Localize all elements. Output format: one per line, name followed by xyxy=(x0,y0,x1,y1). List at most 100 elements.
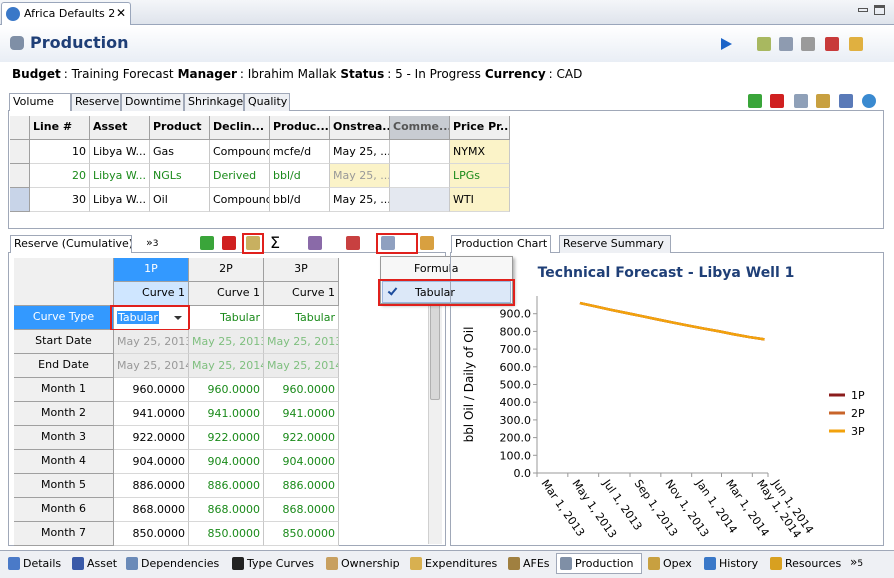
row-header-corner xyxy=(10,116,30,140)
y-tick-label: 300.0 xyxy=(500,414,532,427)
tab-overflow[interactable]: »3 xyxy=(146,236,159,249)
grid-cell: May 25, 2013 xyxy=(114,330,189,354)
run-button[interactable] xyxy=(721,38,732,50)
y-tick-label: 400.0 xyxy=(500,396,532,409)
delete-icon[interactable] xyxy=(770,94,784,108)
tool-icon[interactable] xyxy=(779,37,793,51)
bottom-tab[interactable]: Opex xyxy=(644,553,698,574)
tool-icon[interactable] xyxy=(839,94,853,108)
column-header: Product xyxy=(150,116,210,140)
bottom-tab[interactable]: AFEs xyxy=(504,553,554,574)
bottom-tab[interactable]: Dependencies xyxy=(122,553,226,574)
tool-icon[interactable] xyxy=(816,94,830,108)
table-cell: bbl/d xyxy=(270,164,330,188)
info-label: Manager xyxy=(177,67,237,81)
maximize[interactable] xyxy=(874,5,885,15)
bottom-tab[interactable]: Production xyxy=(556,553,642,574)
scroll-thumb[interactable] xyxy=(430,300,440,400)
tab[interactable]: Reserve xyxy=(71,93,121,111)
info-value: : CAD xyxy=(548,67,583,81)
dropdown-arrow xyxy=(174,316,182,320)
editor-tab-bar xyxy=(0,0,894,25)
tool-icon[interactable] xyxy=(381,236,395,250)
info-value: : 5 - In Progress xyxy=(387,67,481,81)
tab-icon xyxy=(6,7,20,21)
bottom-tab[interactable]: Expenditures xyxy=(406,553,502,574)
tab-icon xyxy=(770,557,782,570)
table-cell: Libya W... xyxy=(90,164,150,188)
curve-type-dropdown[interactable]: Tabular xyxy=(114,306,189,330)
grid-column-header: 3P xyxy=(264,258,339,282)
grid-cell: 960.0000 xyxy=(189,378,264,402)
bottom-tab[interactable]: History xyxy=(700,553,764,574)
info-value: : Ibrahim Mallak xyxy=(239,67,337,81)
grid-cell: May 25, 2014 xyxy=(189,354,264,378)
table-cell xyxy=(390,188,450,212)
grid-column-header: 2P xyxy=(189,258,264,282)
bottom-tab[interactable]: Resources xyxy=(766,553,846,574)
tab[interactable]: Downtime xyxy=(121,93,184,111)
highlight-box xyxy=(110,305,190,331)
column-header: Price Pr... xyxy=(450,116,510,140)
tab[interactable]: Shrinkage xyxy=(184,93,244,111)
tool-icon[interactable] xyxy=(346,236,360,250)
bottom-tab[interactable]: Ownership xyxy=(322,553,404,574)
table-cell: Compound xyxy=(210,140,270,164)
tool-icon[interactable] xyxy=(308,236,322,250)
highlight-box xyxy=(242,233,264,254)
bottom-tab[interactable]: Type Curves xyxy=(228,553,320,574)
table-cell: bbl/d xyxy=(270,188,330,212)
grid-cell: 904.0000 xyxy=(114,450,189,474)
tool-icon[interactable] xyxy=(246,236,260,250)
grid-row-label: Curve Type xyxy=(14,306,114,330)
editor-tab[interactable]: Africa Defaults 2 ✕ xyxy=(1,2,131,25)
tool-icon[interactable] xyxy=(825,37,839,51)
add-icon[interactable] xyxy=(200,236,214,250)
bottom-tab[interactable]: Details xyxy=(4,553,66,574)
add-icon[interactable] xyxy=(748,94,762,108)
legend-label: 2P xyxy=(851,407,865,420)
column-header: Produc... xyxy=(270,116,330,140)
menu-item[interactable]: Formula xyxy=(414,262,459,275)
tool-icon[interactable] xyxy=(801,37,815,51)
tab-label: Details xyxy=(23,557,62,570)
tab[interactable]: Reserve Summary xyxy=(559,235,671,253)
highlight-box xyxy=(378,279,515,306)
grid-cell: May 25, 2014 xyxy=(114,354,189,378)
tab-close[interactable]: ✕ xyxy=(116,6,127,20)
grid-cell: Tabular xyxy=(189,306,264,330)
tab-label: Reserve (Cumulative) xyxy=(14,237,132,250)
tool-icon[interactable] xyxy=(757,37,771,51)
table-cell: NYMX xyxy=(450,140,510,164)
menu-item[interactable]: Tabular xyxy=(382,281,511,303)
grid-cell: May 25, 2013 xyxy=(264,330,339,354)
table-cell: LPGs xyxy=(450,164,510,188)
row-header xyxy=(10,188,30,212)
grid-row-label: End Date xyxy=(14,354,114,378)
grid-cell: 922.0000 xyxy=(189,426,264,450)
column-header: Line # xyxy=(30,116,90,140)
refresh-icon[interactable] xyxy=(862,94,876,108)
delete-icon[interactable] xyxy=(222,236,236,250)
tool-icon[interactable] xyxy=(849,37,863,51)
sum-icon[interactable]: Σ xyxy=(270,233,281,252)
tab-icon xyxy=(326,557,338,570)
tool-icon[interactable] xyxy=(794,94,808,108)
tab-label: Production xyxy=(575,557,634,570)
grid-cell: 941.0000 xyxy=(264,402,339,426)
reserve-tab[interactable]: Reserve (Cumulative) xyxy=(10,235,132,253)
tab[interactable]: Volume xyxy=(9,93,71,111)
tab-label: Opex xyxy=(663,557,692,570)
minimize[interactable] xyxy=(858,8,868,12)
tool-icon[interactable] xyxy=(420,236,434,250)
tab-overflow[interactable]: »5 xyxy=(850,555,864,569)
column-header: Declin... xyxy=(210,116,270,140)
overflow-count: 3 xyxy=(152,239,159,249)
tab[interactable]: Production Chart xyxy=(451,235,551,253)
tab[interactable]: Quality xyxy=(244,93,290,111)
bottom-tab[interactable]: Asset xyxy=(68,553,120,574)
info-label: Budget xyxy=(12,67,61,81)
tab-icon xyxy=(560,557,572,570)
table-cell: May 25, ... xyxy=(330,164,390,188)
table-cell: Oil xyxy=(150,188,210,212)
